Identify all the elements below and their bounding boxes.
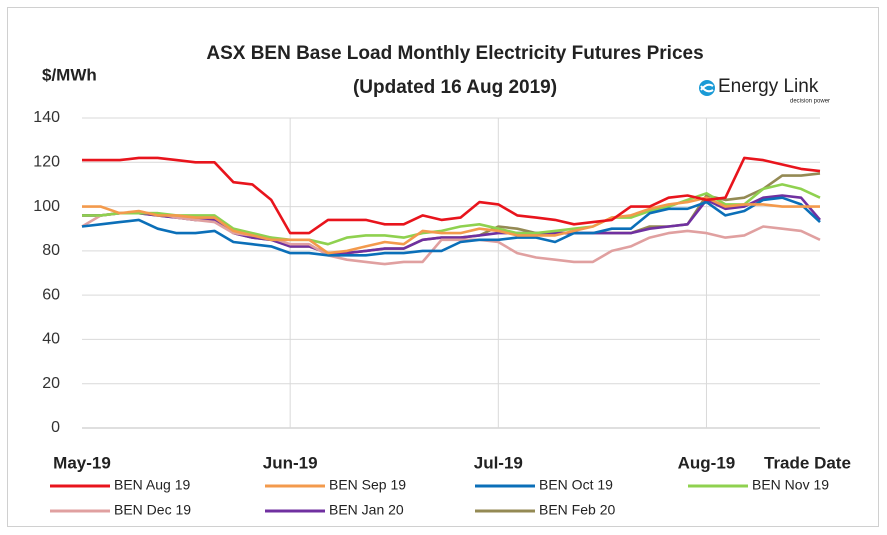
y-axis-label: $/MWh [42, 65, 97, 84]
y-tick-label: 40 [42, 331, 60, 348]
logo-icon-mark [700, 83, 714, 93]
legend-label: BEN Sep 19 [329, 477, 406, 493]
series-line [82, 196, 820, 255]
x-tick-label: May-19 [53, 453, 111, 472]
x-tick-label: Jul-19 [474, 453, 523, 472]
chart-title: ASX BEN Base Load Monthly Electricity Fu… [206, 43, 703, 64]
legend-label: BEN Dec 19 [114, 502, 191, 518]
y-tick-label: 20 [42, 375, 60, 392]
y-tick-label: 120 [33, 154, 60, 171]
logo-text: Energy Link [718, 76, 819, 97]
legend-label: BEN Jan 20 [329, 502, 404, 518]
x-tick-label: Aug-19 [678, 453, 736, 472]
x-tick-label: Jun-19 [263, 453, 318, 472]
chart-frame [7, 7, 879, 527]
legend-label: BEN Feb 20 [539, 502, 615, 518]
y-tick-label: 140 [33, 109, 60, 126]
logo: Energy Link decision power [699, 76, 830, 105]
chart-subtitle: (Updated 16 Aug 2019) [353, 77, 557, 98]
series-line [82, 156, 821, 235]
y-tick-label: 0 [51, 419, 60, 436]
legend-label: BEN Nov 19 [752, 477, 829, 493]
y-tick-label: 60 [42, 286, 60, 303]
y-tick-label: 80 [42, 242, 60, 259]
logo-tagline: decision power [790, 99, 830, 105]
series-line [81, 196, 821, 257]
x-axis-label: Trade Date [764, 453, 851, 472]
legend-label: BEN Aug 19 [114, 477, 190, 493]
y-tick-label: 100 [33, 198, 60, 215]
series-line [81, 211, 821, 266]
legend-label: BEN Oct 19 [539, 477, 613, 493]
